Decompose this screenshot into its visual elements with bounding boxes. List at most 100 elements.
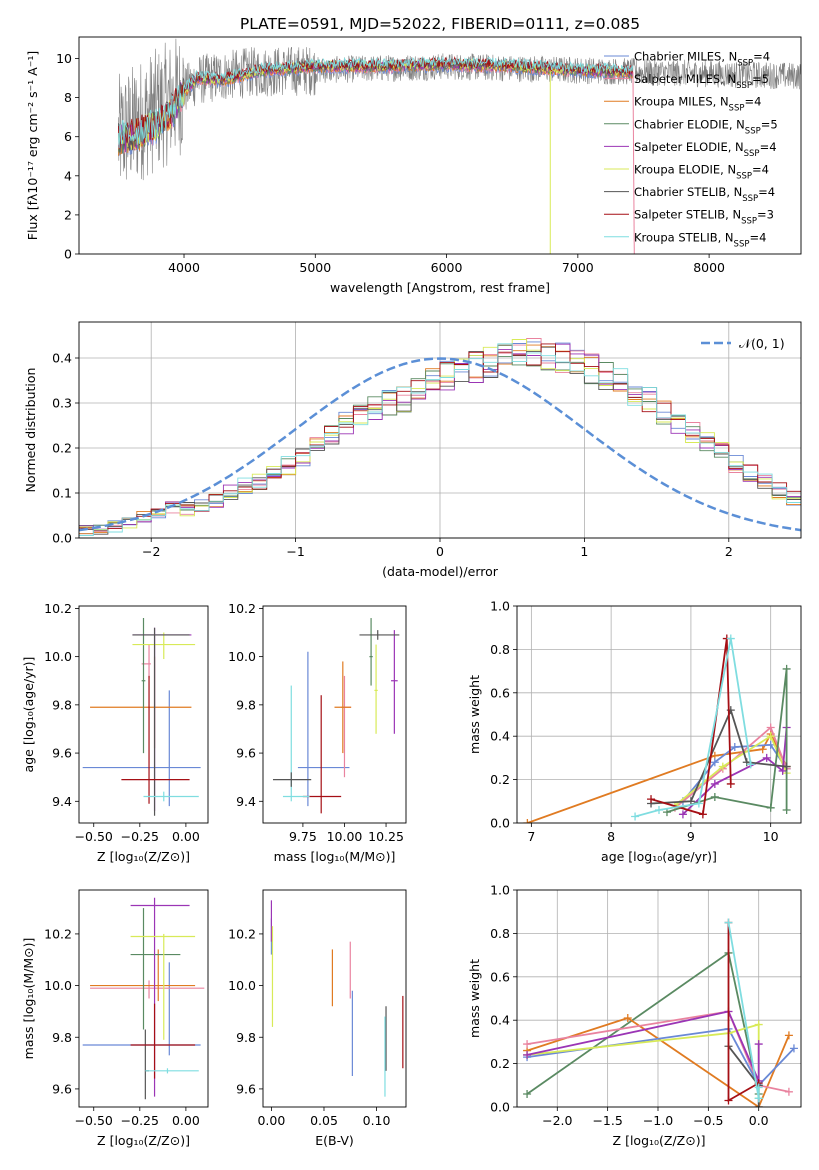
weight-line-3 bbox=[526, 1027, 795, 1087]
weight-marker bbox=[724, 1096, 733, 1105]
x-tick-label: 8 bbox=[607, 829, 615, 844]
y-tick-label: 0 bbox=[64, 247, 72, 262]
x-tick-label: −2 bbox=[142, 544, 160, 559]
histogram-8 bbox=[79, 343, 801, 536]
weight-marker bbox=[655, 805, 663, 814]
x-tick-label: −1 bbox=[286, 544, 304, 559]
weight-marker bbox=[754, 1083, 763, 1092]
y-tick-label: 10 bbox=[56, 51, 72, 66]
weight-line-3 bbox=[674, 734, 788, 807]
spectrum-panel: 4000 5000 6000 7000 8000 0 2 4 6 8 10 wavelength [A… bbox=[25, 36, 802, 295]
weight-line-4 bbox=[527, 1023, 760, 1099]
x-axis-label: wavelength [Angstrom, rest frame] bbox=[330, 280, 550, 295]
y-axis-label: mass weight bbox=[467, 959, 482, 1038]
error-bars bbox=[270, 900, 404, 1097]
weight-marker bbox=[746, 760, 755, 769]
weight-marker bbox=[754, 1040, 763, 1049]
weight-line-5 bbox=[526, 1010, 760, 1082]
axes-frame bbox=[78, 36, 802, 255]
y-tick-label: 9.8 bbox=[52, 697, 72, 712]
weight-marker bbox=[754, 1094, 763, 1103]
gaussian-curve bbox=[79, 357, 801, 532]
weight-marker bbox=[766, 803, 775, 812]
legend-entry: Salpeter ELODIE, NSSP=4 bbox=[634, 140, 777, 159]
weight-marker bbox=[698, 810, 707, 819]
y-tick-label: 0.0 bbox=[490, 1100, 510, 1115]
x-axis-label: Z [log₁₀(Z/Z⊙)] bbox=[613, 1133, 706, 1148]
weight-marker bbox=[784, 1031, 793, 1040]
weight-marker bbox=[678, 810, 687, 819]
legend-entry: Kroupa ELODIE, NSSP=4 bbox=[634, 163, 769, 182]
mass-vs-metallicity-panel: −0.50 −0.25 0.00 9.6 9.8 10.0 10.2 Z [log₁₀(Z/Z… bbox=[21, 889, 209, 1148]
y-axis-label: mass [log₁₀(M/M⊙)] bbox=[21, 938, 36, 1060]
weight-marker bbox=[754, 1103, 763, 1107]
histogram-7 bbox=[79, 343, 801, 532]
x-tick-label: 0.10 bbox=[363, 1113, 391, 1128]
x-tick-label: 10.00 bbox=[327, 829, 363, 844]
weight-lines bbox=[523, 918, 798, 1107]
x-tick-label: 0 bbox=[436, 544, 444, 559]
legend-entry: Salpeter STELIB, NSSP=3 bbox=[634, 208, 774, 227]
y-tick-label: 0.0 bbox=[52, 531, 72, 546]
y-tick-label: 9.6 bbox=[236, 746, 256, 761]
y-tick-label: 0.8 bbox=[490, 642, 510, 657]
weight-marker bbox=[766, 740, 775, 749]
y-tick-label: 10.0 bbox=[44, 978, 72, 993]
spectrum-lines bbox=[118, 38, 801, 254]
mass-weight-vs-age-panel: 7 8 9 10 0.0 0.2 0.4 0.6 0.8 1.0 age [log₁₀(age/yr… bbox=[467, 599, 802, 864]
weight-marker bbox=[631, 812, 640, 821]
legend-entry: Kroupa STELIB, NSSP=4 bbox=[634, 230, 766, 249]
residual-histogram-panel: −2 −1 0 1 2 0.0 0.1 0.2 0.3 0.4 (data-model)/error… bbox=[23, 321, 802, 579]
y-tick-label: 9.8 bbox=[236, 1030, 256, 1045]
error-bars bbox=[272, 618, 400, 814]
weight-marker bbox=[754, 1020, 763, 1029]
x-axis-label: (data-model)/error bbox=[382, 564, 499, 579]
weight-marker bbox=[726, 634, 735, 643]
weight-marker bbox=[694, 799, 703, 808]
x-tick-label: −2.0 bbox=[542, 1113, 572, 1128]
weight-marker bbox=[523, 1040, 532, 1049]
age-vs-mass-panel: 9.75 10.00 10.25 9.4 9.6 9.8 10.0 10.2 mass [log… bbox=[228, 601, 407, 864]
y-tick-label: 9.6 bbox=[52, 1081, 72, 1096]
weight-marker bbox=[730, 743, 739, 752]
weight-marker bbox=[782, 664, 791, 673]
weight-line-8 bbox=[727, 922, 760, 1099]
weight-marker bbox=[647, 795, 656, 804]
x-tick-label: −0.5 bbox=[693, 1113, 723, 1128]
figure-title: PLATE=0591, MJD=52022, FIBERID=0111, z=0… bbox=[240, 15, 640, 33]
y-tick-label: 0.2 bbox=[52, 441, 72, 456]
spectrum-edge bbox=[632, 72, 635, 254]
y-axis-label: age [log₁₀(age/yr)] bbox=[21, 657, 36, 773]
y-tick-label: 10.2 bbox=[228, 601, 256, 616]
legend-entry: Kroupa MILES, NSSP=4 bbox=[634, 95, 761, 114]
y-tick-label: 0.3 bbox=[52, 396, 72, 411]
y-tick-label: 0.4 bbox=[52, 351, 72, 366]
error-bars bbox=[82, 897, 205, 1100]
y-tick-label: 9.6 bbox=[236, 1081, 256, 1096]
y-tick-label: 0.4 bbox=[490, 1013, 510, 1028]
y-tick-label: 6 bbox=[64, 129, 72, 144]
mass-vs-extinction-panel: 0.00 0.05 0.10 9.6 9.8 10.0 10.2 E(B-V) bbox=[228, 889, 407, 1148]
weight-marker bbox=[523, 1050, 532, 1059]
y-tick-label: 10.2 bbox=[44, 601, 72, 616]
x-tick-label: 1 bbox=[580, 544, 588, 559]
y-tick-label: 9.4 bbox=[236, 794, 256, 809]
x-tick-label: 5000 bbox=[299, 260, 331, 275]
weight-marker bbox=[523, 819, 532, 823]
y-tick-label: 8 bbox=[64, 90, 72, 105]
legend-entry: Chabrier STELIB, NSSP=4 bbox=[634, 185, 775, 204]
x-axis-label: Z [log₁₀(Z/Z⊙)] bbox=[97, 849, 190, 864]
axes-frame bbox=[78, 321, 802, 539]
y-tick-label: 1.0 bbox=[490, 599, 510, 614]
y-tick-label: 0.2 bbox=[490, 1056, 510, 1071]
x-tick-label: −0.25 bbox=[121, 1113, 159, 1128]
weight-marker bbox=[710, 779, 719, 788]
y-tick-label: 0.0 bbox=[490, 816, 510, 831]
weight-marker bbox=[710, 758, 719, 767]
axes-frame bbox=[262, 605, 407, 824]
x-tick-label: 0.00 bbox=[257, 1113, 285, 1128]
x-tick-label: 8000 bbox=[693, 260, 725, 275]
x-tick-label: −1.0 bbox=[643, 1113, 673, 1128]
legend-entry: Chabrier ELODIE, NSSP=5 bbox=[634, 117, 778, 136]
